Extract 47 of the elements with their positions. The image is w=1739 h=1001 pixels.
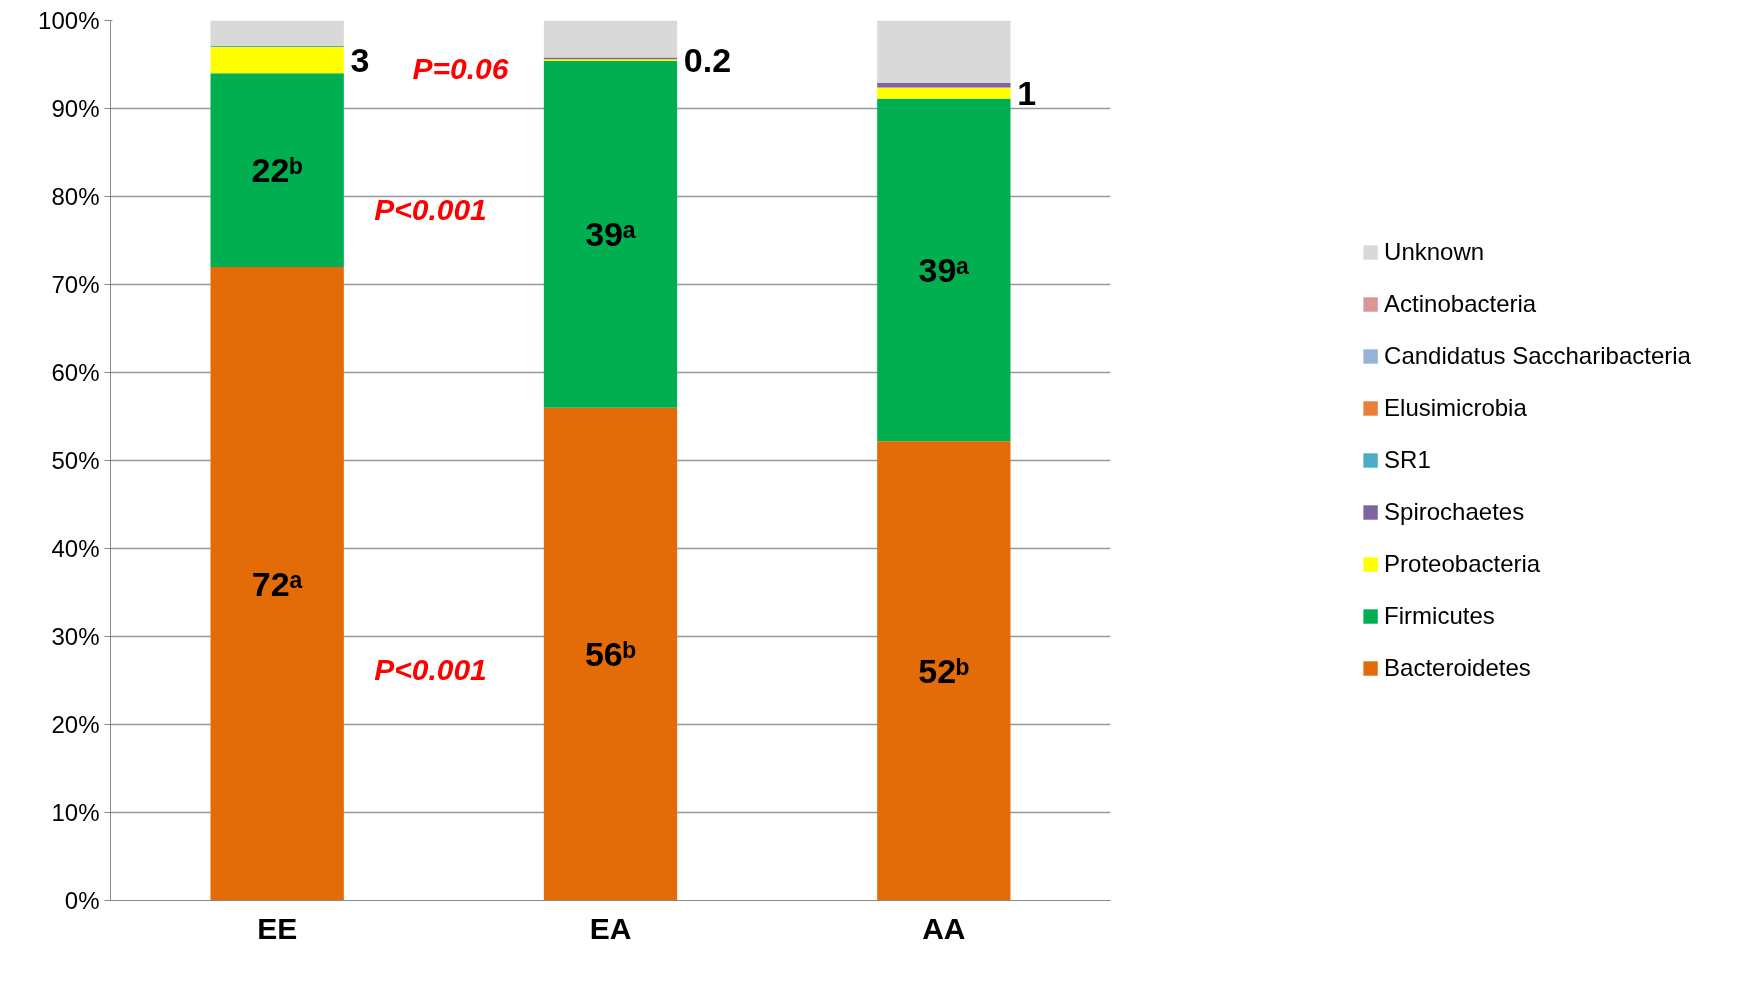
bar xyxy=(877,20,1011,83)
data-label: 39ᵃ xyxy=(918,250,970,289)
bar xyxy=(877,98,1011,442)
legend-label: Unknown xyxy=(1384,238,1485,266)
bar xyxy=(877,441,1011,901)
bar xyxy=(210,46,344,74)
y-tick-label: 70% xyxy=(51,271,100,298)
legend-label: Spirochaetes xyxy=(1384,498,1525,526)
bar xyxy=(210,20,344,47)
bar xyxy=(543,407,678,901)
data-label: 72ᵃ xyxy=(251,564,303,603)
x-tick-label: EE xyxy=(257,911,298,945)
y-tick-label: 60% xyxy=(51,359,100,386)
bar xyxy=(877,82,1011,88)
annotation: P<0.001 xyxy=(374,652,487,686)
legend-label: Firmicutes xyxy=(1384,602,1495,630)
x-tick-label: AA xyxy=(922,911,966,945)
data-label: 56ᵇ xyxy=(584,635,637,674)
legend-label: Proteobacteria xyxy=(1384,550,1541,578)
data-label: 52ᵇ xyxy=(918,651,970,690)
y-tick-label: 30% xyxy=(51,623,100,650)
annotation: P=0.06 xyxy=(412,52,509,86)
data-label: 0.2 xyxy=(683,40,732,79)
y-tick-label: 40% xyxy=(51,535,100,562)
data-label: 22ᵇ xyxy=(251,151,303,190)
y-tick-label: 100% xyxy=(38,7,100,34)
bar xyxy=(877,87,1011,99)
y-tick-label: 90% xyxy=(51,95,100,122)
y-tick-label: 20% xyxy=(51,711,100,738)
legend-label: SR1 xyxy=(1384,446,1431,474)
bar xyxy=(210,266,344,901)
annotation: P<0.001 xyxy=(374,193,487,227)
data-label: 39ᵃ xyxy=(585,215,636,254)
x-tick-label: EA xyxy=(589,911,632,945)
y-tick-label: 10% xyxy=(51,799,100,826)
y-tick-label: 0% xyxy=(64,887,100,914)
legend-label: Elusimicrobia xyxy=(1384,394,1527,422)
data-label: 3 xyxy=(350,40,370,79)
bar xyxy=(543,60,678,408)
legend-label: Bacteroidetes xyxy=(1384,654,1531,682)
bar xyxy=(543,20,678,58)
legend-label: Actinobacteria xyxy=(1384,290,1537,318)
legend-label: Candidatus Saccharibacteria xyxy=(1384,342,1691,370)
y-tick-label: 80% xyxy=(51,183,100,210)
data-label: 1 xyxy=(1017,73,1037,112)
bar xyxy=(210,73,344,267)
y-tick-label: 50% xyxy=(51,447,100,474)
